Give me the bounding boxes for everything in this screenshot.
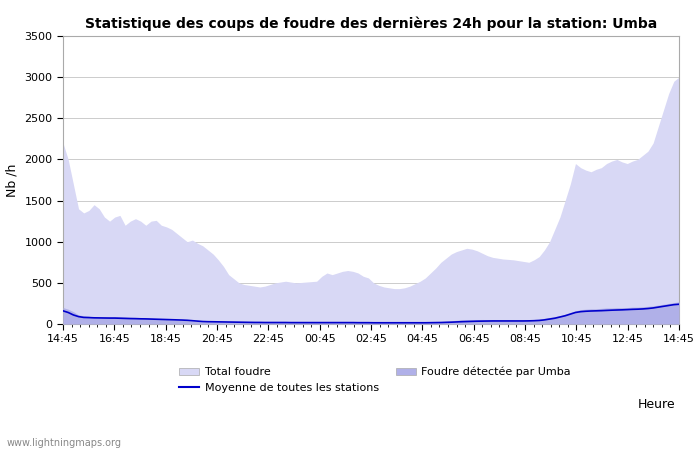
Legend: Total foudre, Moyenne de toutes les stations, Foudre détectée par Umba: Total foudre, Moyenne de toutes les stat… (179, 367, 571, 393)
Title: Statistique des coups de foudre des dernières 24h pour la station: Umba: Statistique des coups de foudre des dern… (85, 16, 657, 31)
Text: www.lightningmaps.org: www.lightningmaps.org (7, 438, 122, 448)
Text: Heure: Heure (638, 398, 676, 411)
Y-axis label: Nb /h: Nb /h (6, 163, 19, 197)
